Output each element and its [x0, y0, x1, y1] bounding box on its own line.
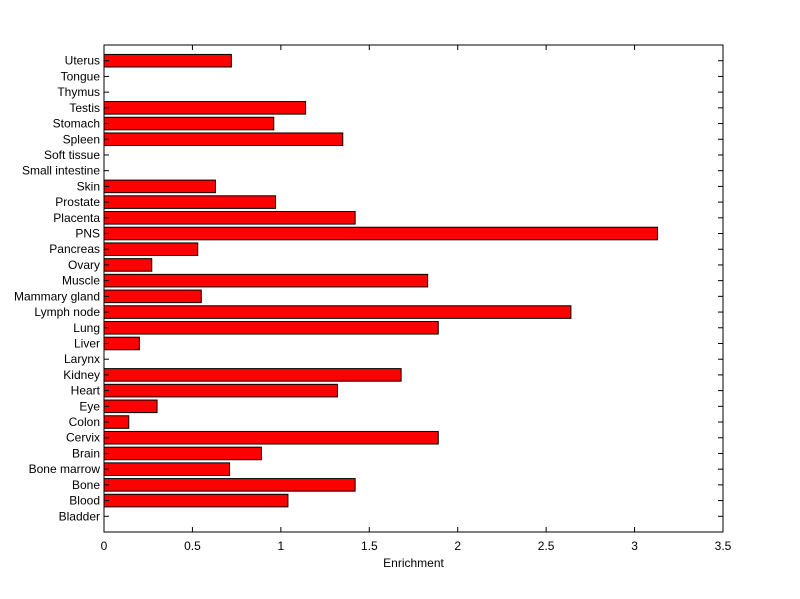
bar-muscle: [103, 273, 429, 288]
bar-eye: [103, 399, 158, 414]
y-tick-label-prostate: Prostate: [55, 195, 100, 209]
y-tick-label-small-intestine: Small intestine: [22, 164, 100, 178]
y-tick-label-spleen: Spleen: [63, 132, 100, 146]
ticks-group: [103, 45, 724, 532]
y-tick-label-colon: Colon: [69, 415, 100, 429]
bar-ovary: [103, 258, 153, 272]
y-tick-label-bone-marrow: Bone marrow: [29, 462, 101, 476]
y-tick-label-soft-tissue: Soft tissue: [44, 148, 100, 162]
bar-blood: [103, 493, 289, 508]
y-tick-label-brain: Brain: [72, 446, 100, 460]
bar-pns: [103, 226, 659, 241]
bar-pancreas: [103, 242, 199, 257]
bar-cervix: [103, 430, 439, 445]
x-tick-labels: 0 0.5 1 1.5 2 2.5 3 3.5: [101, 539, 732, 553]
y-tick-label-lymph-node: Lymph node: [34, 305, 100, 319]
y-tick-label-testis: Testis: [69, 101, 100, 115]
bar-heart: [103, 383, 338, 398]
x-tick-label: 2: [454, 539, 461, 553]
plot-frame: [103, 44, 724, 533]
bar-placenta: [103, 211, 356, 225]
y-tick-label-blood: Blood: [69, 494, 100, 508]
bars-group: [103, 53, 659, 508]
x-axis-label: Enrichment: [383, 556, 444, 570]
bar-spleen: [103, 132, 344, 147]
y-tick-label-placenta: Placenta: [53, 211, 100, 225]
y-tick-label-stomach: Stomach: [53, 117, 100, 131]
bar-brain: [103, 446, 262, 461]
x-tick-label: 3: [631, 539, 638, 553]
x-tick-label: 3.5: [715, 539, 732, 553]
y-tick-label-cervix: Cervix: [66, 431, 100, 445]
y-tick-label-skin: Skin: [77, 179, 100, 193]
y-tick-label-muscle: Muscle: [62, 274, 100, 288]
y-tick-label-lung: Lung: [73, 321, 100, 335]
y-tick-label-kidney: Kidney: [63, 368, 100, 382]
bar-liver: [103, 336, 140, 351]
bar-lung: [103, 320, 439, 335]
bar-skin: [103, 179, 216, 194]
y-tick-label-liver: Liver: [74, 336, 100, 350]
y-tick-label-eye: Eye: [79, 399, 100, 413]
x-tick-label: 1: [278, 539, 285, 553]
y-tick-label-heart: Heart: [71, 384, 101, 398]
y-tick-label-bone: Bone: [72, 478, 100, 492]
y-tick-label-larynx: Larynx: [64, 352, 100, 366]
y-tick-label-ovary: Ovary: [68, 258, 100, 272]
x-tick-label: 2.5: [538, 539, 555, 553]
bar-uterus: [103, 53, 232, 68]
y-tick-label-mammary-gland: Mammary gland: [14, 289, 100, 303]
bar-prostate: [103, 195, 277, 209]
y-tick-label-pns: PNS: [75, 227, 100, 241]
x-tick-label: 0: [101, 539, 108, 553]
y-tick-label-thymus: Thymus: [57, 85, 100, 99]
bar-stomach: [103, 116, 275, 131]
y-tick-label-tongue: Tongue: [61, 69, 101, 83]
y-tick-label-bladder: Bladder: [59, 509, 100, 523]
bar-testis: [103, 101, 307, 115]
y-tick-label-uterus: Uterus: [65, 54, 100, 68]
bar-bone: [103, 478, 356, 492]
y-tick-label-pancreas: Pancreas: [49, 242, 100, 256]
x-tick-label: 1.5: [361, 539, 378, 553]
x-tick-label: 0.5: [184, 539, 201, 553]
bar-lymph-node: [103, 305, 572, 319]
bar-kidney: [103, 368, 402, 382]
bar-mammary-gland: [103, 289, 202, 304]
bar-bone-marrow: [103, 462, 231, 476]
